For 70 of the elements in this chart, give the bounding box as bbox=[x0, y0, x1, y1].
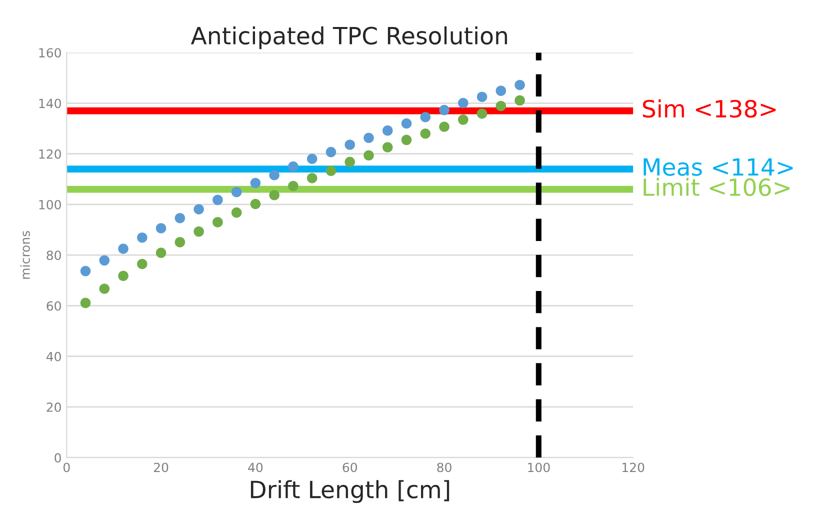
point bbox=[458, 114, 468, 125]
point bbox=[326, 166, 336, 176]
point bbox=[174, 237, 186, 248]
chart-title: Anticipated TPC Resolution bbox=[190, 26, 507, 50]
point bbox=[382, 142, 393, 152]
point bbox=[212, 194, 223, 206]
point bbox=[137, 258, 148, 270]
y-axis-title: microns bbox=[20, 230, 30, 279]
point bbox=[156, 223, 166, 234]
x-tick-label: 120 bbox=[622, 462, 644, 472]
point bbox=[80, 266, 91, 276]
y-tick-label: 0 bbox=[54, 453, 61, 463]
y-tick-label: 140 bbox=[39, 98, 61, 108]
point bbox=[269, 170, 280, 180]
x-tick-label: 0 bbox=[63, 462, 70, 472]
x-tick-label: 60 bbox=[342, 462, 357, 472]
point bbox=[99, 255, 110, 266]
point bbox=[439, 104, 450, 116]
point bbox=[306, 173, 318, 184]
y-tick-label: 60 bbox=[46, 301, 61, 311]
point bbox=[231, 207, 242, 218]
point bbox=[118, 244, 128, 254]
point bbox=[99, 284, 110, 294]
point bbox=[269, 190, 280, 200]
point bbox=[156, 248, 166, 258]
point bbox=[496, 86, 506, 96]
x-tick-label: 80 bbox=[437, 462, 452, 472]
point bbox=[118, 270, 128, 282]
point bbox=[514, 95, 525, 106]
point bbox=[364, 132, 374, 144]
point bbox=[174, 213, 186, 224]
point bbox=[231, 186, 242, 198]
point bbox=[439, 122, 450, 132]
x-tick-label: 40 bbox=[248, 462, 263, 472]
point bbox=[420, 112, 431, 122]
point bbox=[476, 108, 488, 119]
point bbox=[476, 92, 488, 102]
point bbox=[344, 156, 356, 168]
point bbox=[288, 180, 298, 192]
y-tick-label: 20 bbox=[46, 402, 61, 412]
point bbox=[344, 140, 356, 150]
y-tick-label: 80 bbox=[46, 250, 61, 260]
point bbox=[401, 134, 412, 146]
ref-line-label: Meas <114> bbox=[644, 158, 793, 176]
point bbox=[194, 226, 204, 237]
point bbox=[306, 154, 318, 164]
x-tick-label: 100 bbox=[528, 462, 550, 472]
y-tick-label: 40 bbox=[46, 352, 61, 362]
point bbox=[250, 198, 261, 210]
y-tick-label: 100 bbox=[39, 200, 61, 210]
ref-line-label: Limit <106> bbox=[644, 178, 790, 196]
point bbox=[401, 118, 412, 129]
x-axis-title: Drift Length [cm] bbox=[250, 480, 450, 503]
x-tick-label: 20 bbox=[154, 462, 168, 472]
point bbox=[420, 128, 431, 139]
point bbox=[514, 80, 525, 90]
point bbox=[458, 98, 468, 108]
point bbox=[80, 298, 91, 308]
point bbox=[194, 204, 204, 214]
point bbox=[137, 232, 148, 243]
point bbox=[496, 100, 506, 112]
y-tick-label: 160 bbox=[39, 48, 61, 58]
ref-line-label: Sim <138> bbox=[642, 99, 776, 118]
point bbox=[326, 146, 336, 158]
point bbox=[288, 161, 298, 172]
point bbox=[212, 217, 223, 228]
point bbox=[382, 125, 393, 136]
point bbox=[250, 178, 261, 188]
y-tick-label: 120 bbox=[39, 149, 61, 159]
point bbox=[364, 150, 374, 161]
